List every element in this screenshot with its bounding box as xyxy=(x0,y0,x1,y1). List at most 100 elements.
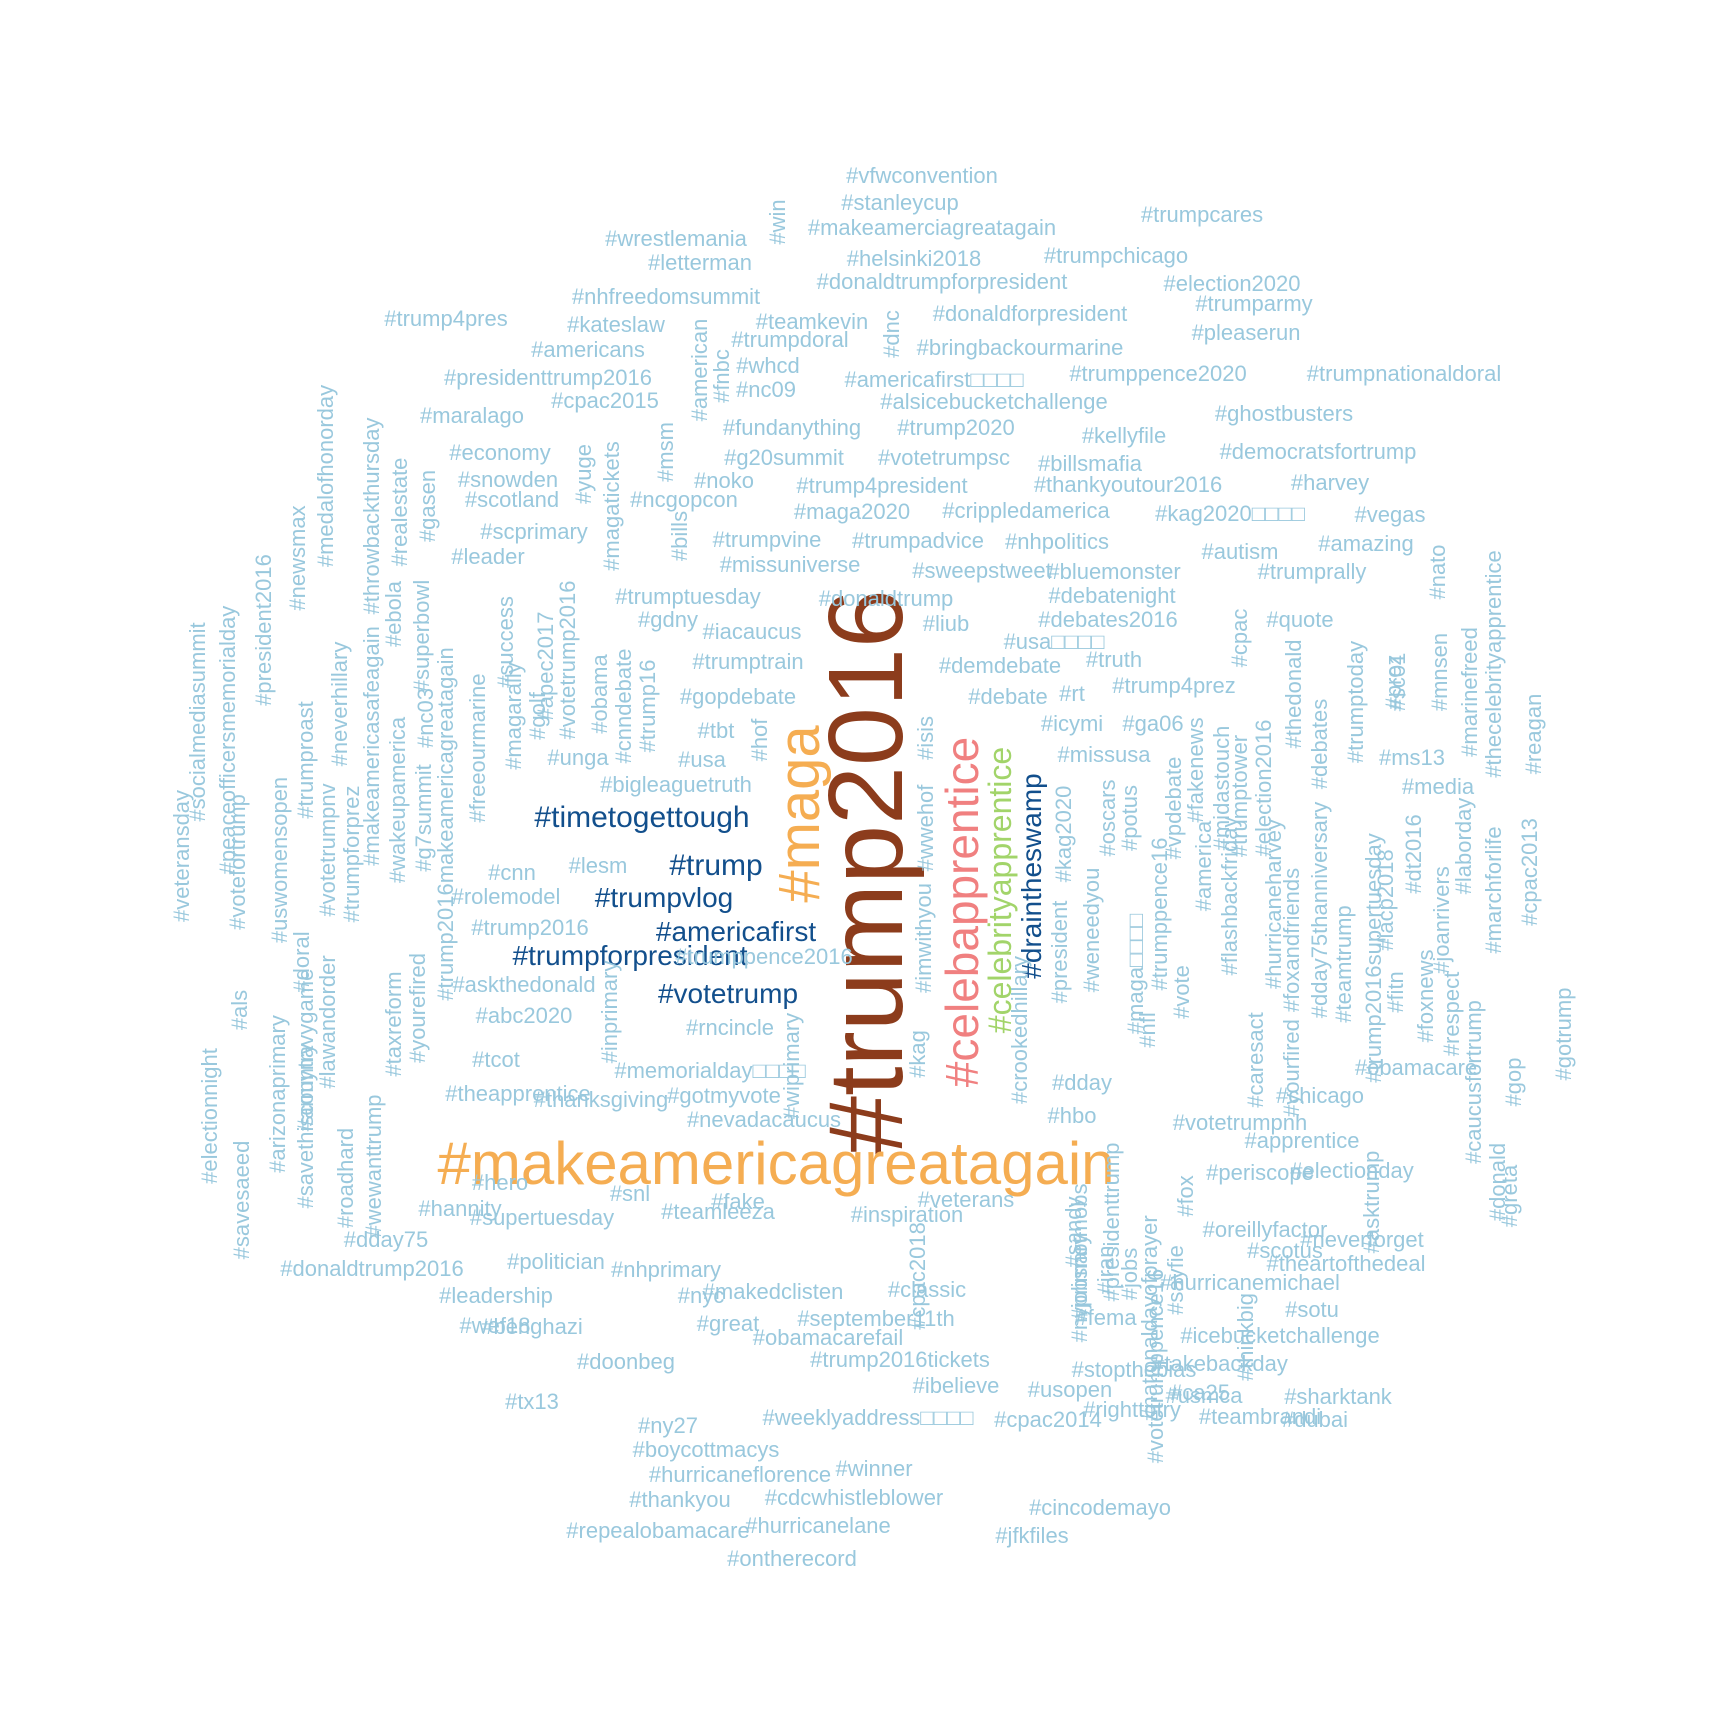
word: #gasen xyxy=(415,469,440,543)
word: #inspiration xyxy=(850,1202,964,1227)
word: #teamtrump xyxy=(1331,905,1356,1023)
word: #democratsfortrump xyxy=(1219,439,1417,464)
word: #teamkevin xyxy=(755,309,869,334)
word: #nevadacaucus xyxy=(686,1107,842,1132)
word: #maralago xyxy=(420,403,524,428)
word: #takebackday xyxy=(1152,1351,1288,1376)
word: #stanleycup xyxy=(841,190,959,215)
word: #nhprimary xyxy=(610,1257,722,1282)
word: #americans xyxy=(531,337,645,362)
word: #fitn xyxy=(1383,971,1408,1013)
word: #kateslaw xyxy=(567,312,665,337)
word: #rncincle xyxy=(685,1015,775,1040)
word: #vegas xyxy=(1354,502,1426,527)
word: #cpac2013 xyxy=(1517,818,1542,926)
word: #election2020 xyxy=(1163,271,1301,296)
word: #tbt xyxy=(697,718,735,743)
word: #makeamericasafeagain xyxy=(359,626,384,866)
word: #lawandorder xyxy=(315,955,340,1089)
word: #theapprentice xyxy=(445,1081,591,1106)
word: #ebola xyxy=(381,580,406,648)
word: #wiprimary xyxy=(779,1012,804,1120)
word: #bigleaguetruth xyxy=(600,772,752,797)
word: #ca25 xyxy=(1170,1380,1230,1405)
word-celebapprentice: #celebapprentice xyxy=(936,736,988,1088)
word: #trump16 xyxy=(635,659,660,753)
word: #supertuesday xyxy=(469,1205,615,1230)
word: #mnsen xyxy=(1427,632,1452,712)
word: #magatickets xyxy=(599,441,624,571)
word: #thecelebrityapprentice xyxy=(1481,550,1506,778)
word: #dday75thanniversary xyxy=(1307,801,1332,1019)
word: #fnbc xyxy=(709,349,734,403)
word: #usmca xyxy=(1165,1383,1243,1408)
word: #trumptuesday xyxy=(615,584,761,609)
word: #rt xyxy=(1059,681,1085,706)
word: #fema xyxy=(1075,1305,1137,1330)
word: #trumproast xyxy=(293,701,318,819)
word: #usa□□□□ xyxy=(1003,629,1105,654)
word: #dday xyxy=(1052,1070,1112,1095)
word: #makeamerciagreatagain xyxy=(807,215,1057,240)
word: #medalofhonorday xyxy=(313,384,338,568)
word-trump: #trump xyxy=(669,849,763,882)
word: #debates2016 xyxy=(1038,607,1178,632)
word: #ontherecord xyxy=(727,1546,857,1571)
word: #icebucketchallenge xyxy=(1180,1323,1380,1348)
word: #hero xyxy=(471,1170,529,1195)
word: #leader xyxy=(451,544,525,569)
word: #yuge xyxy=(571,444,596,504)
word: #pleaserun xyxy=(1191,320,1301,345)
word: #kag2020□□□□ xyxy=(1155,501,1305,526)
word: #trump4prez xyxy=(1112,673,1236,698)
word: #sharktank xyxy=(1284,1384,1392,1409)
word-makeamericagreatagain: #makeamericagreatagain xyxy=(437,1130,1115,1197)
word: #wrestlemania xyxy=(605,226,747,251)
word: #gopdebate xyxy=(679,684,797,709)
word: #missuniverse xyxy=(719,552,861,577)
word: #trumptrain xyxy=(692,649,804,674)
word: #wwehof xyxy=(913,784,938,872)
word: #fundanything xyxy=(722,415,862,440)
word: #nato xyxy=(1425,544,1450,600)
word: #electionnight xyxy=(197,1048,222,1184)
word: #vfwconvention xyxy=(846,163,998,188)
word: #letterman xyxy=(648,250,752,275)
word: #hof xyxy=(747,718,772,762)
word: #thankyou xyxy=(629,1487,731,1512)
word: #potus xyxy=(1117,784,1142,852)
word: #kellyfile xyxy=(1081,423,1167,448)
word: #oscars xyxy=(1095,779,1120,857)
word: #iacaucus xyxy=(702,619,802,644)
word: #marchforlife xyxy=(1481,826,1506,954)
word: #ga06 xyxy=(1122,711,1184,736)
word: #demdebate xyxy=(938,653,1062,678)
word: #media xyxy=(1401,774,1475,799)
word: #thedonald xyxy=(1281,639,1306,749)
word: #magarally xyxy=(501,662,526,770)
word: #cpac xyxy=(1227,608,1252,668)
word: #boycottmacys xyxy=(632,1437,780,1462)
word: #cpac2018 xyxy=(905,1222,930,1330)
word: #debate xyxy=(968,684,1048,709)
word: #ibelieve xyxy=(912,1373,1000,1398)
word: #donaldtrump xyxy=(818,586,954,611)
word: #nhpolitics xyxy=(1005,529,1109,554)
word: #sweepstweet xyxy=(912,558,1052,583)
word: #jfkfiles xyxy=(995,1523,1069,1548)
word: #trumptoday xyxy=(1343,640,1368,764)
word: #respect xyxy=(1439,971,1464,1057)
word: #trump2016tickets xyxy=(810,1347,990,1372)
word: #cnndebate xyxy=(611,648,636,764)
word: #tx13 xyxy=(505,1389,559,1414)
word: #makedclisten xyxy=(702,1279,844,1304)
word: #laborday xyxy=(1451,797,1476,895)
word-timetogettough: #timetogettough xyxy=(534,801,750,834)
word: #win xyxy=(765,199,790,245)
word: #winner xyxy=(835,1456,913,1481)
word: #cpac2015 xyxy=(551,388,659,413)
word: #helsinki2018 xyxy=(846,246,982,271)
word: #americafirst□□□□ xyxy=(844,367,1024,392)
word: #classic xyxy=(887,1277,967,1302)
word: #msm xyxy=(653,422,678,482)
